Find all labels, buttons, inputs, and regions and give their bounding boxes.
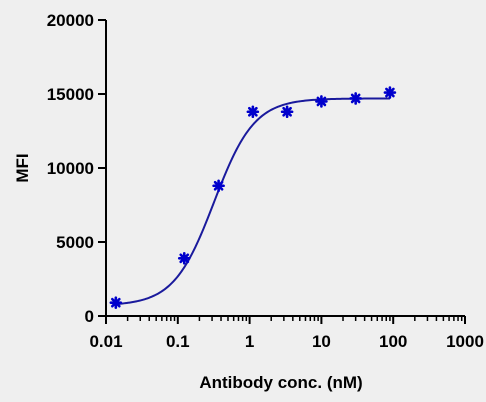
axes: 0 5000 10000 15000 20000 0.01 0.1 1 10 100 1000	[47, 11, 484, 351]
data-point-core	[216, 183, 222, 189]
x-tick-label: 100	[379, 332, 407, 351]
data-point	[177, 251, 191, 265]
data-point-core	[113, 300, 119, 306]
x-tick-label: 0.1	[166, 332, 190, 351]
data-point-core	[181, 255, 187, 261]
x-tick-label: 1	[245, 332, 254, 351]
y-tick-label: 5000	[56, 233, 94, 252]
fit-curve	[115, 97, 390, 306]
y-axis-title: MFI	[13, 153, 32, 182]
data-point	[315, 95, 328, 108]
data-point-core	[353, 95, 359, 102]
x-tick-label: 10	[312, 332, 331, 351]
y-tick-label: 20000	[47, 11, 94, 30]
data-point	[246, 105, 260, 119]
data-point-core	[284, 109, 290, 115]
data-point	[383, 86, 397, 99]
fit-curve-group	[115, 97, 390, 306]
x-axis-title: Antibody conc. (nM)	[199, 373, 362, 392]
data-point	[349, 92, 362, 105]
y-tick-label: 10000	[47, 159, 94, 178]
data-point-core	[318, 98, 324, 104]
data-point	[109, 296, 123, 309]
data-point	[212, 179, 225, 193]
x-tick-label: 0.01	[89, 332, 122, 351]
y-tick-label: 15000	[47, 85, 94, 104]
data-point-core	[250, 109, 256, 115]
y-tick-label: 0	[85, 307, 94, 326]
data-points	[109, 86, 397, 309]
data-point-core	[387, 89, 393, 96]
data-point	[280, 105, 294, 119]
x-tick-label: 1000	[446, 332, 484, 351]
